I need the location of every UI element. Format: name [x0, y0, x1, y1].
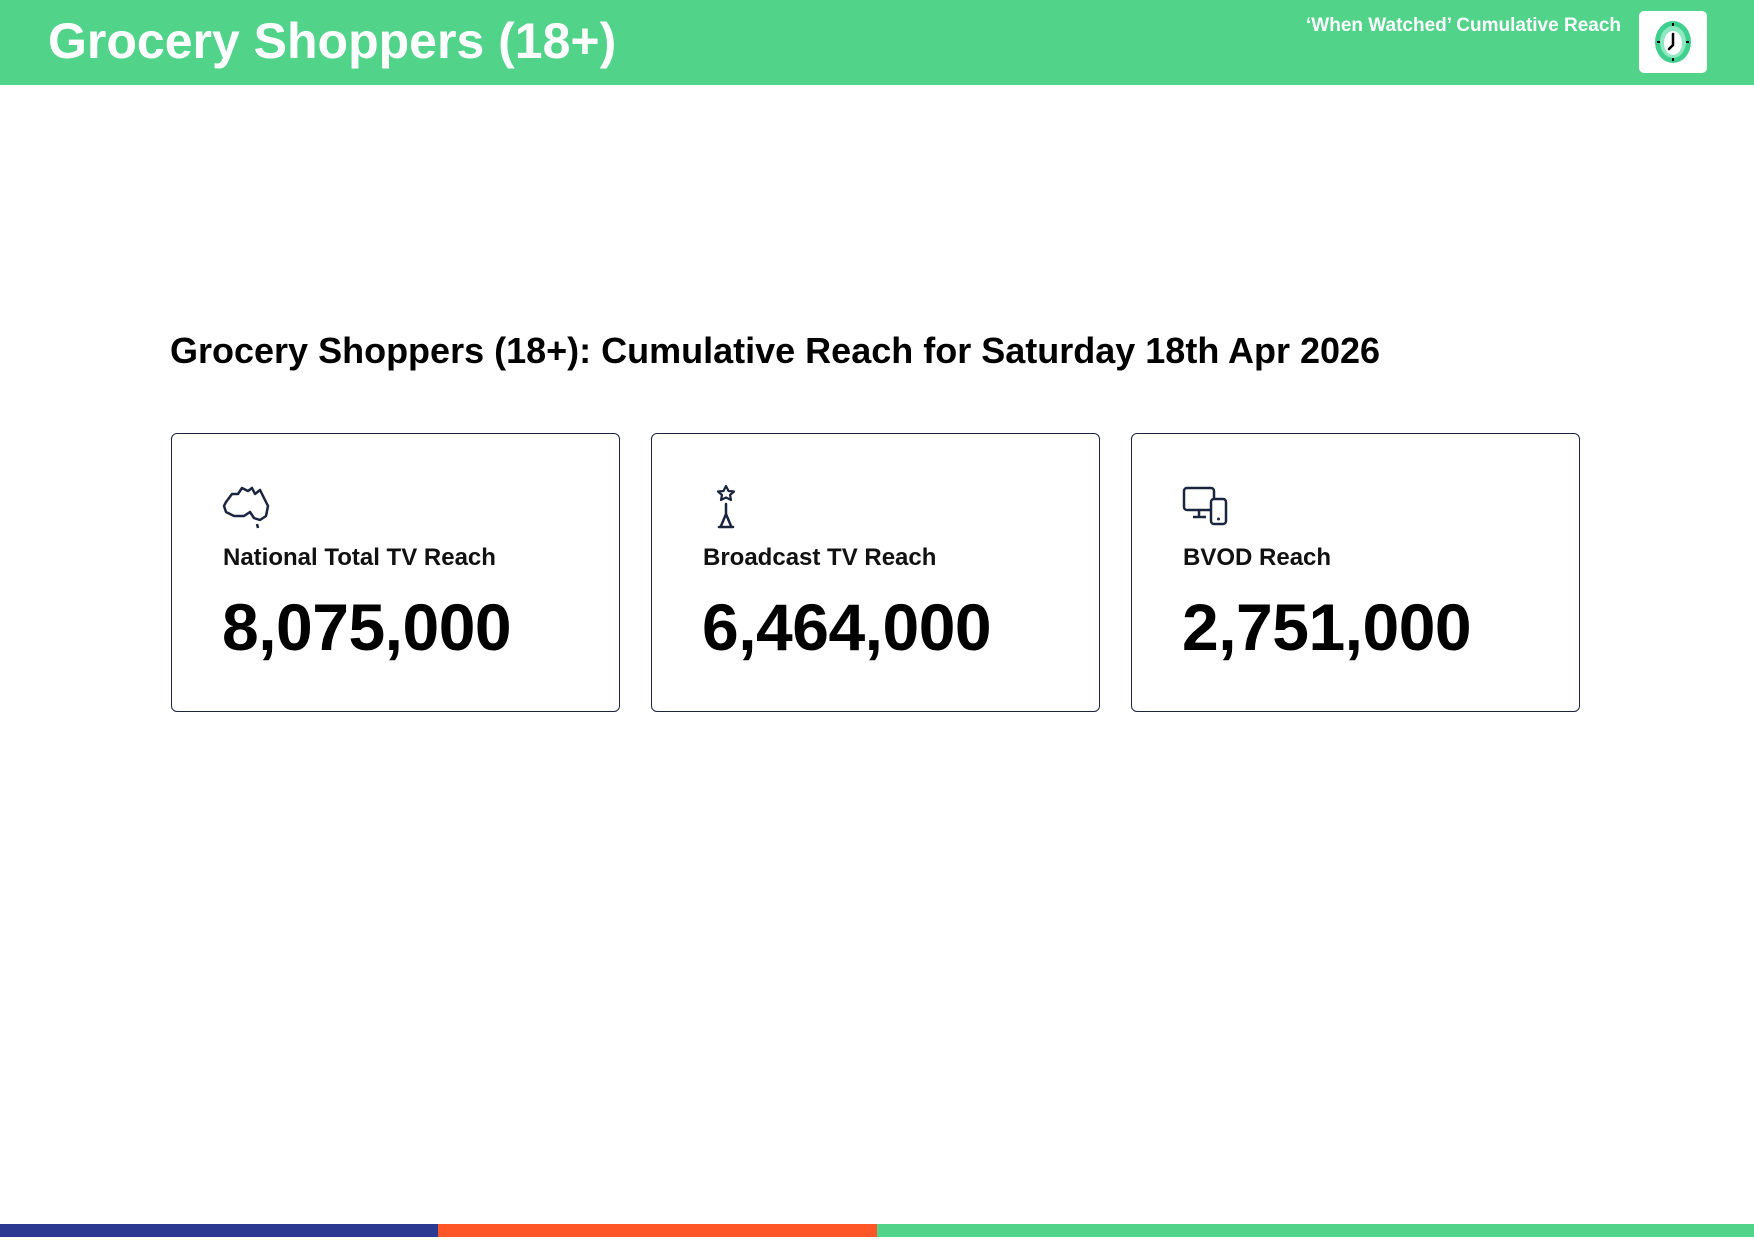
card-value: 6,464,000 [702, 590, 992, 664]
header-bar: Grocery Shoppers (18+) ‘When Watched’ Cu… [0, 0, 1754, 85]
devices-icon [1182, 484, 1230, 530]
card-bvod-reach: BVOD Reach 2,751,000 [1131, 433, 1580, 712]
footer-bar-blue [0, 1224, 438, 1237]
footer-bar-orange [438, 1224, 877, 1237]
header-subtitle: ‘When Watched’ Cumulative Reach [1306, 15, 1621, 36]
card-value: 2,751,000 [1182, 590, 1472, 664]
card-broadcast-tv-reach: Broadcast TV Reach 6,464,000 [651, 433, 1100, 712]
card-label: Broadcast TV Reach [703, 544, 937, 571]
footer-bar-green [877, 1224, 1754, 1237]
card-label: BVOD Reach [1183, 544, 1332, 571]
card-label: National Total TV Reach [223, 544, 496, 571]
section-heading: Grocery Shoppers (18+): Cumulative Reach… [170, 330, 1381, 371]
clock-icon [1639, 11, 1707, 73]
australia-map-icon [222, 484, 270, 530]
card-national-total-tv-reach: National Total TV Reach 8,075,000 [171, 433, 620, 712]
page-title: Grocery Shoppers (18+) [48, 13, 617, 69]
broadcast-tower-icon [702, 484, 750, 530]
card-value: 8,075,000 [222, 590, 512, 664]
